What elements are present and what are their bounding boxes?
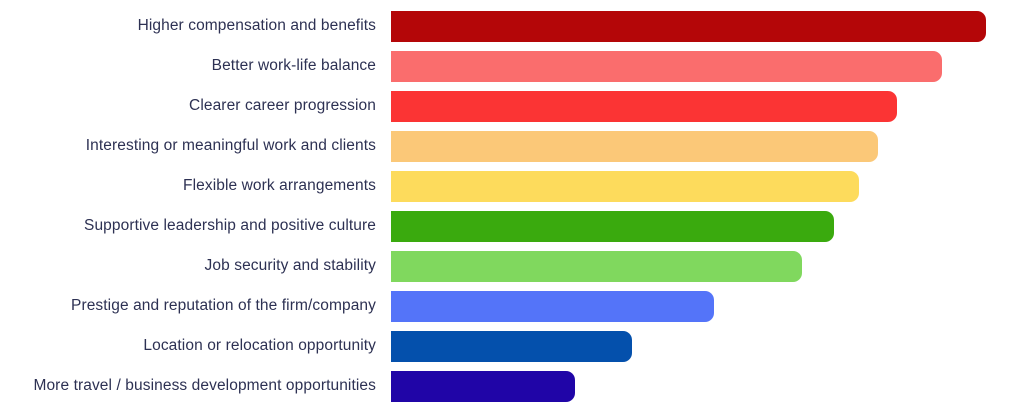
- chart-row: Prestige and reputation of the firm/comp…: [0, 286, 1024, 326]
- bar-track: [391, 250, 1024, 282]
- bar-track: [391, 290, 1024, 322]
- bar: [391, 210, 835, 242]
- bar-track: [391, 210, 1024, 242]
- bar-track: [391, 370, 1024, 402]
- chart-row: Flexible work arrangements: [0, 166, 1024, 206]
- bar: [391, 130, 879, 162]
- chart-row: Better work-life balance: [0, 46, 1024, 86]
- category-label: Prestige and reputation of the firm/comp…: [71, 296, 376, 314]
- category-label: Higher compensation and benefits: [137, 16, 376, 34]
- bar-track: [391, 170, 1024, 202]
- category-label: Clearer career progression: [189, 96, 376, 114]
- bar: [391, 170, 860, 202]
- bar: [391, 330, 632, 362]
- bar-track: [391, 90, 1024, 122]
- bar: [391, 290, 714, 322]
- category-label: Supportive leadership and positive cultu…: [84, 216, 376, 234]
- category-label: Flexible work arrangements: [183, 176, 376, 194]
- category-label: Job security and stability: [204, 256, 376, 274]
- chart-row: Interesting or meaningful work and clien…: [0, 126, 1024, 166]
- chart-row: Clearer career progression: [0, 86, 1024, 126]
- bar: [391, 10, 987, 42]
- bar: [391, 90, 898, 122]
- bar-track: [391, 130, 1024, 162]
- bar-track: [391, 10, 1024, 42]
- bar-track: [391, 50, 1024, 82]
- chart-row: Location or relocation opportunity: [0, 326, 1024, 366]
- category-label: Location or relocation opportunity: [143, 336, 376, 354]
- chart-row: Job security and stability: [0, 246, 1024, 286]
- category-label: Better work-life balance: [211, 56, 376, 74]
- chart-row: Higher compensation and benefits: [0, 6, 1024, 46]
- bar-track: [391, 330, 1024, 362]
- category-label: Interesting or meaningful work and clien…: [85, 136, 376, 154]
- category-label: More travel / business development oppor…: [33, 376, 376, 394]
- chart-row: More travel / business development oppor…: [0, 366, 1024, 406]
- bar: [391, 250, 803, 282]
- bar: [391, 50, 942, 82]
- chart-row: Supportive leadership and positive cultu…: [0, 206, 1024, 246]
- bar: [391, 370, 575, 402]
